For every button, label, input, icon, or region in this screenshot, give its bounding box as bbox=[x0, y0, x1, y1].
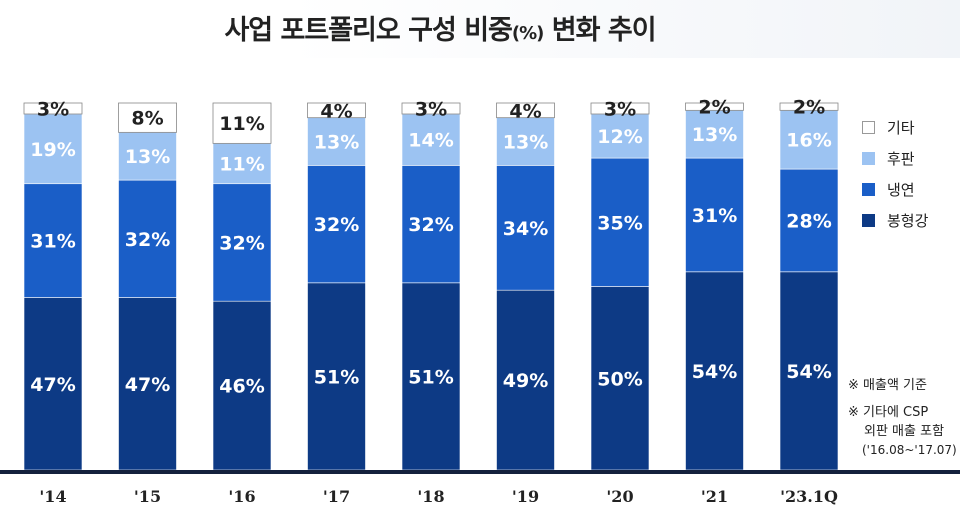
bar-segment bbox=[779, 102, 839, 111]
legend-label: 봉형강 bbox=[887, 212, 929, 230]
data-label: 47% bbox=[30, 374, 75, 396]
x-tick-label: '20 bbox=[606, 487, 633, 506]
bar-segment bbox=[401, 282, 461, 471]
bar-segment bbox=[23, 102, 83, 115]
bar-segment bbox=[590, 102, 650, 115]
legend-swatch bbox=[862, 152, 875, 165]
bar-segment bbox=[779, 168, 839, 273]
note-csp-line2: 외판 매출 포함 bbox=[864, 424, 945, 439]
legend-item: 후판 bbox=[862, 143, 928, 174]
data-label: 8% bbox=[131, 108, 163, 130]
data-label: 54% bbox=[786, 361, 831, 383]
data-label: 3% bbox=[604, 99, 636, 121]
bar-segment bbox=[590, 286, 650, 471]
data-label: 51% bbox=[408, 366, 453, 388]
data-label: 49% bbox=[503, 370, 548, 392]
data-label: 35% bbox=[597, 212, 642, 234]
chart-title-text: 사업 포트폴리오 구성 비중(%) 변화 추이 bbox=[224, 15, 656, 46]
bar-segment bbox=[590, 157, 650, 287]
data-label: 14% bbox=[408, 130, 453, 152]
chart-title: 사업 포트폴리오 구성 비중(%) 변화 추이 bbox=[0, 8, 880, 47]
title-band bbox=[0, 0, 960, 58]
chart-title-unit: (%) bbox=[511, 23, 544, 44]
bar-segment bbox=[118, 179, 177, 298]
data-label: 31% bbox=[692, 205, 737, 227]
data-label: 50% bbox=[597, 368, 642, 390]
bar-segment bbox=[212, 143, 272, 185]
data-label: 13% bbox=[125, 146, 170, 168]
bar-segment bbox=[212, 102, 272, 144]
data-label: 4% bbox=[509, 100, 541, 122]
data-label: 32% bbox=[125, 229, 170, 251]
data-label: 3% bbox=[37, 99, 69, 121]
data-label: 47% bbox=[125, 374, 170, 396]
x-tick-label: '15 bbox=[134, 487, 161, 506]
notes: ※ 매출액 기준 ※ 기타에 CSP 외판 매출 포함 ('16.08~'17.… bbox=[848, 376, 957, 460]
legend-label: 기타 bbox=[887, 119, 915, 137]
legend-swatch bbox=[862, 183, 875, 196]
data-label: 2% bbox=[698, 97, 730, 119]
bar-segment bbox=[496, 165, 555, 291]
x-tick-label: '19 bbox=[512, 487, 539, 506]
bar-segment bbox=[496, 102, 555, 119]
bar-segment bbox=[23, 297, 83, 471]
note-basis: ※ 매출액 기준 bbox=[848, 378, 927, 393]
note-csp-line1: ※ 기타에 CSP bbox=[848, 405, 929, 420]
bar-segment bbox=[685, 102, 744, 111]
bar-segment bbox=[212, 183, 272, 302]
x-tick-label: '14 bbox=[39, 487, 66, 506]
x-tick-label: '21 bbox=[701, 487, 728, 506]
bar-segment bbox=[779, 271, 839, 471]
bar-segment bbox=[118, 297, 177, 471]
legend-label: 후판 bbox=[887, 150, 915, 168]
bar-segment bbox=[401, 165, 461, 284]
data-label: 28% bbox=[786, 210, 831, 232]
data-label: 12% bbox=[597, 126, 642, 148]
data-label: 32% bbox=[314, 214, 359, 236]
x-tick-label: '23.1Q bbox=[780, 487, 838, 506]
data-label: 34% bbox=[503, 218, 548, 240]
data-label: 51% bbox=[314, 366, 359, 388]
bar-segment bbox=[307, 165, 366, 284]
bar-segment bbox=[307, 117, 366, 166]
data-label: 13% bbox=[692, 124, 737, 146]
data-label: 46% bbox=[219, 376, 264, 398]
data-label: 32% bbox=[219, 232, 264, 254]
legend-swatch bbox=[862, 121, 875, 134]
bar-segment bbox=[401, 102, 461, 115]
data-label: 4% bbox=[320, 100, 352, 122]
bar-segment bbox=[23, 183, 83, 298]
data-label: 11% bbox=[219, 113, 264, 135]
data-label: 54% bbox=[692, 361, 737, 383]
legend-item: 기타 bbox=[862, 112, 928, 143]
bar-segment bbox=[307, 102, 366, 119]
data-label: 13% bbox=[314, 132, 359, 154]
legend-swatch bbox=[862, 214, 875, 227]
x-tick-label: '17 bbox=[323, 487, 350, 506]
data-label: 31% bbox=[30, 231, 75, 253]
bar-segment bbox=[307, 282, 366, 471]
data-label: 3% bbox=[415, 99, 447, 121]
bar-segment bbox=[401, 113, 461, 166]
bar-segment bbox=[118, 102, 177, 133]
legend-item: 봉형강 bbox=[862, 205, 928, 236]
legend-item: 냉연 bbox=[862, 174, 928, 205]
legend-label: 냉연 bbox=[887, 181, 915, 199]
note-csp-period: ('16.08~'17.07) bbox=[862, 443, 957, 457]
x-tick-label: '18 bbox=[417, 487, 444, 506]
data-label: 2% bbox=[793, 97, 825, 119]
x-tick-label: '16 bbox=[228, 487, 255, 506]
data-label: 19% bbox=[30, 139, 75, 161]
bar-segment bbox=[685, 271, 744, 471]
data-label: 11% bbox=[219, 154, 264, 176]
data-label: 13% bbox=[503, 132, 548, 154]
data-label: 16% bbox=[786, 130, 831, 152]
bar-segment bbox=[23, 113, 83, 185]
data-label: 32% bbox=[408, 214, 453, 236]
bar-segment bbox=[685, 157, 744, 273]
x-axis-line bbox=[0, 470, 960, 474]
